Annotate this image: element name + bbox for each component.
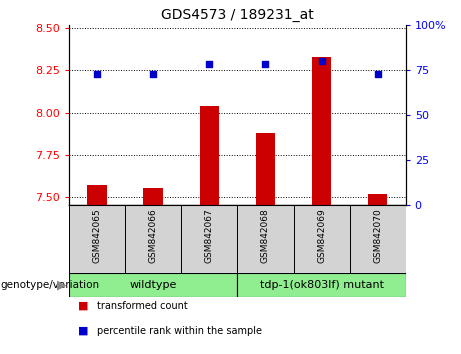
Bar	[349, 205, 406, 273]
Bar	[237, 205, 294, 273]
Text: ■: ■	[78, 326, 89, 336]
Bar	[69, 205, 125, 273]
Bar	[181, 205, 237, 273]
Bar	[368, 194, 387, 205]
Text: GSM842067: GSM842067	[205, 209, 214, 263]
Point	[262, 62, 269, 67]
Bar	[200, 106, 219, 205]
Text: ▶: ▶	[58, 279, 67, 291]
Title: GDS4573 / 189231_at: GDS4573 / 189231_at	[161, 8, 314, 22]
Point	[149, 71, 157, 76]
Point	[206, 62, 213, 67]
Text: transformed count: transformed count	[97, 301, 188, 311]
Bar	[143, 188, 163, 205]
Text: wildtype: wildtype	[130, 280, 177, 290]
Text: tdp-1(ok803lf) mutant: tdp-1(ok803lf) mutant	[260, 280, 384, 290]
Bar	[256, 133, 275, 205]
Text: GSM842070: GSM842070	[373, 209, 382, 263]
Point	[318, 58, 325, 64]
Bar	[237, 273, 406, 297]
Bar	[69, 273, 237, 297]
Text: percentile rank within the sample: percentile rank within the sample	[97, 326, 262, 336]
Point	[94, 71, 101, 76]
Bar	[125, 205, 181, 273]
Bar	[294, 205, 349, 273]
Point	[374, 71, 381, 76]
Bar	[88, 185, 107, 205]
Text: GSM842069: GSM842069	[317, 209, 326, 263]
Text: genotype/variation: genotype/variation	[0, 280, 99, 290]
Text: GSM842066: GSM842066	[149, 209, 158, 263]
Bar	[312, 57, 331, 205]
Text: GSM842065: GSM842065	[93, 209, 102, 263]
Text: ■: ■	[78, 301, 89, 311]
Text: GSM842068: GSM842068	[261, 209, 270, 263]
